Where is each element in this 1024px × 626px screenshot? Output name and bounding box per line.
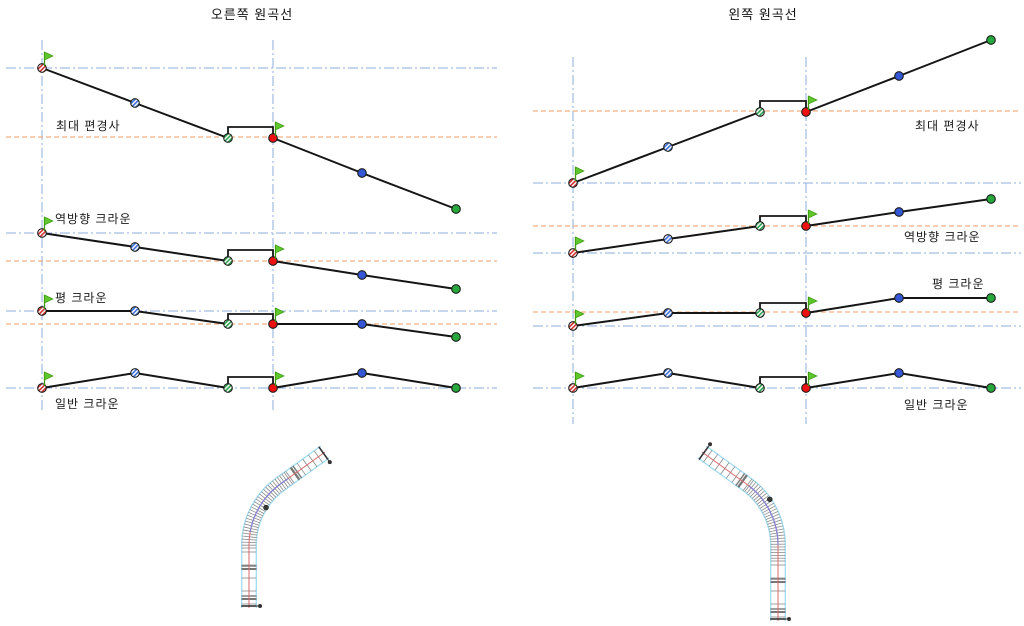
flag-icon bbox=[44, 371, 54, 381]
left-column-title: 오른쪽 원곡선 bbox=[210, 7, 294, 22]
flag-icon bbox=[275, 307, 285, 317]
mid-blue-dot-marker bbox=[894, 293, 904, 303]
step-bracket bbox=[227, 313, 274, 324]
label-reverse-crown-right: 역방향 크라운 bbox=[904, 230, 981, 244]
flag-icon bbox=[808, 371, 818, 381]
spiral-green-hatch-marker bbox=[223, 383, 233, 393]
step-bracket bbox=[227, 249, 274, 261]
spiral-blue-hatch-marker bbox=[130, 98, 140, 108]
spiral-blue-hatch-marker bbox=[663, 234, 673, 244]
superelevation-profile bbox=[6, 51, 497, 214]
end-green-dot-marker bbox=[986, 35, 996, 45]
alignment-end-marker bbox=[327, 460, 332, 465]
road-plan-right-curve bbox=[241, 445, 332, 608]
road-plan-left-curve bbox=[697, 442, 791, 621]
flag-icon bbox=[44, 216, 54, 226]
superelevation-profile bbox=[6, 368, 497, 393]
end-green-dot-marker bbox=[451, 332, 461, 342]
label-normal-crown-left: 일반 크라운 bbox=[55, 397, 120, 411]
mid-blue-dot-marker bbox=[357, 270, 367, 280]
spiral-blue-hatch-marker bbox=[663, 142, 673, 152]
flag-icon bbox=[275, 244, 285, 254]
end-green-dot-marker bbox=[986, 293, 996, 303]
mid-blue-dot-marker bbox=[894, 71, 904, 81]
flag-icon bbox=[808, 209, 818, 219]
label-max-superelevation-right: 최대 편경사 bbox=[915, 119, 980, 133]
label-max-superelevation-left: 최대 편경사 bbox=[56, 119, 121, 133]
flag-icon bbox=[275, 121, 285, 131]
end-green-dot-marker bbox=[451, 383, 461, 393]
superelevation-profile bbox=[533, 368, 1021, 393]
spiral-blue-hatch-marker bbox=[130, 242, 140, 252]
step-bracket bbox=[227, 126, 274, 138]
step-bracket bbox=[759, 100, 807, 112]
spiral-green-hatch-marker bbox=[223, 133, 233, 143]
end-green-dot-marker bbox=[986, 383, 996, 393]
mid-blue-dot-marker bbox=[357, 168, 367, 178]
road-surface bbox=[698, 446, 785, 621]
superelevation-profiles-layer bbox=[6, 35, 1021, 393]
curve-midpoint-marker bbox=[263, 504, 269, 511]
spiral-green-hatch-marker bbox=[755, 107, 765, 117]
superelevation-profile bbox=[6, 294, 497, 342]
alignment-end-marker bbox=[708, 442, 713, 447]
superelevation-profile bbox=[533, 194, 1021, 258]
label-flat-crown-left: 평 크라운 bbox=[55, 291, 108, 305]
step-bracket bbox=[759, 376, 807, 388]
label-normal-crown-right: 일반 크라운 bbox=[904, 398, 969, 412]
spiral-green-hatch-marker bbox=[223, 256, 233, 266]
flag-icon bbox=[575, 236, 585, 246]
road-plan-views-layer bbox=[241, 442, 791, 621]
end-green-dot-marker bbox=[986, 194, 996, 204]
spiral-green-hatch-marker bbox=[755, 308, 765, 318]
flag-icon bbox=[275, 371, 285, 381]
flag-icon bbox=[44, 51, 54, 61]
alignment-end-marker bbox=[258, 604, 262, 608]
spiral-green-hatch-marker bbox=[223, 319, 233, 329]
step-bracket bbox=[227, 376, 274, 388]
step-bracket bbox=[759, 302, 807, 313]
flag-icon bbox=[44, 294, 54, 304]
station-tick bbox=[318, 446, 329, 460]
flag-icon bbox=[808, 95, 818, 105]
curve-centerline bbox=[748, 485, 779, 546]
superelevation-profile bbox=[533, 293, 1021, 331]
step-bracket bbox=[759, 215, 807, 226]
spiral-green-hatch-marker bbox=[755, 221, 765, 231]
end-green-dot-marker bbox=[451, 284, 461, 294]
superelevation-profile bbox=[533, 35, 1021, 188]
flag-icon bbox=[808, 296, 818, 306]
flag-icon bbox=[575, 371, 585, 381]
spiral-blue-hatch-marker bbox=[663, 368, 673, 378]
road-surface bbox=[242, 446, 329, 608]
guide-lines-layer bbox=[41, 40, 807, 424]
end-green-dot-marker bbox=[451, 204, 461, 214]
station-tick bbox=[698, 446, 709, 460]
superelevation-profile bbox=[6, 216, 497, 294]
curve-centerline bbox=[249, 477, 289, 533]
spiral-blue-hatch-marker bbox=[130, 306, 140, 316]
mid-blue-dot-marker bbox=[894, 368, 904, 378]
mid-blue-dot-marker bbox=[894, 207, 904, 217]
spiral-green-hatch-marker bbox=[755, 383, 765, 393]
right-column-title: 왼쪽 원곡선 bbox=[728, 7, 798, 22]
label-flat-crown-right: 평 크라운 bbox=[932, 277, 985, 291]
spiral-blue-hatch-marker bbox=[130, 368, 140, 378]
mid-blue-dot-marker bbox=[357, 319, 367, 329]
flag-icon bbox=[575, 166, 585, 176]
alignment-end-marker bbox=[787, 617, 791, 621]
spiral-blue-hatch-marker bbox=[663, 308, 673, 318]
flag-icon bbox=[575, 309, 585, 319]
label-reverse-crown-left: 역방향 크라운 bbox=[55, 212, 132, 226]
mid-blue-dot-marker bbox=[357, 368, 367, 378]
curve-midpoint-marker bbox=[767, 496, 773, 502]
